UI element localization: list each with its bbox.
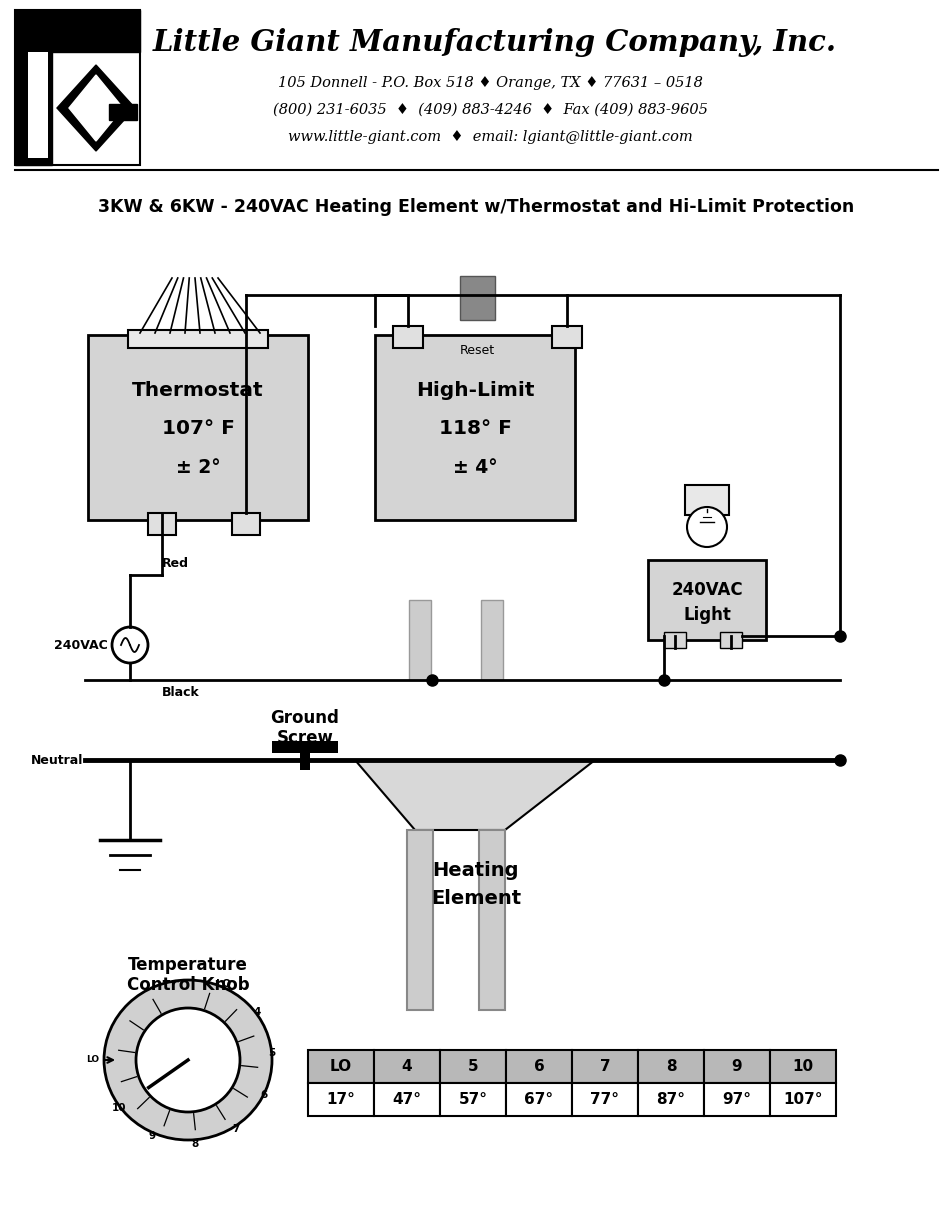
Text: 4: 4 — [253, 1007, 260, 1017]
Bar — [148, 513, 176, 535]
Bar — [571, 1050, 637, 1083]
Text: 6: 6 — [533, 1058, 544, 1074]
Text: 47°: 47° — [392, 1091, 421, 1107]
Polygon shape — [355, 760, 594, 831]
Text: LO: LO — [329, 1058, 351, 1074]
Text: Red: Red — [162, 556, 188, 570]
Text: ± 4°: ± 4° — [452, 457, 497, 477]
Text: 17°: 17° — [327, 1091, 355, 1107]
Bar — [769, 1050, 835, 1083]
Text: Thermostat: Thermostat — [132, 381, 264, 399]
Text: 7: 7 — [232, 1123, 240, 1134]
Bar — [28, 51, 48, 158]
Text: Reset: Reset — [459, 343, 494, 356]
Bar — [720, 632, 742, 648]
Text: 57°: 57° — [458, 1091, 487, 1107]
Bar — [231, 513, 260, 535]
Bar — [88, 334, 307, 519]
Text: Screw: Screw — [276, 729, 333, 747]
Text: 240VAC: 240VAC — [54, 638, 108, 652]
Text: Neutral: Neutral — [30, 753, 83, 767]
Text: Black: Black — [162, 686, 200, 698]
Bar — [637, 1083, 704, 1116]
Text: 118° F: 118° F — [438, 419, 511, 437]
Text: 6: 6 — [260, 1090, 268, 1100]
Text: 105 Donnell - P.O. Box 518 ♦ Orange, TX ♦ 77631 – 0518: 105 Donnell - P.O. Box 518 ♦ Orange, TX … — [277, 76, 702, 89]
Text: 107°: 107° — [783, 1091, 822, 1107]
Bar — [307, 1083, 373, 1116]
Text: 4: 4 — [401, 1058, 412, 1074]
Bar — [481, 600, 503, 680]
Bar — [307, 1050, 373, 1083]
Polygon shape — [15, 10, 140, 165]
Polygon shape — [57, 65, 135, 151]
Text: 8: 8 — [191, 1139, 199, 1149]
Bar — [407, 831, 432, 1009]
Text: 7: 7 — [599, 1058, 609, 1074]
Text: 10: 10 — [111, 1104, 127, 1114]
Bar — [408, 600, 430, 680]
Bar — [392, 326, 423, 348]
Text: 10: 10 — [792, 1058, 813, 1074]
Bar — [506, 1050, 571, 1083]
Text: 77°: 77° — [590, 1091, 619, 1107]
Bar — [647, 560, 765, 639]
Polygon shape — [69, 75, 123, 141]
Bar — [373, 1083, 440, 1116]
Bar — [440, 1050, 506, 1083]
Text: High-Limit: High-Limit — [415, 381, 534, 399]
Text: 97°: 97° — [722, 1091, 751, 1107]
Bar — [637, 1050, 704, 1083]
Bar — [769, 1083, 835, 1116]
Text: 107° F: 107° F — [162, 419, 234, 437]
Bar — [571, 1083, 637, 1116]
Text: Ground: Ground — [270, 709, 339, 726]
Bar — [300, 746, 309, 771]
Text: 67°: 67° — [524, 1091, 553, 1107]
Bar — [704, 1050, 769, 1083]
Bar — [271, 741, 338, 753]
Text: 5: 5 — [268, 1047, 275, 1057]
Text: 3KW & 6KW - 240VAC Heating Element w/Thermostat and Hi-Limit Protection: 3KW & 6KW - 240VAC Heating Element w/The… — [98, 198, 853, 216]
Bar — [664, 632, 685, 648]
Text: 240VAC: 240VAC — [670, 581, 742, 599]
Text: Control Knob: Control Knob — [127, 976, 249, 993]
Text: Little Giant Manufacturing Company, Inc.: Little Giant Manufacturing Company, Inc. — [153, 27, 836, 56]
Text: ± 2°: ± 2° — [175, 457, 220, 477]
Bar — [15, 10, 140, 165]
Circle shape — [686, 507, 726, 548]
Text: Light: Light — [683, 606, 730, 624]
Text: Element: Element — [430, 888, 521, 908]
Text: 9: 9 — [149, 1131, 156, 1142]
Text: 8: 8 — [665, 1058, 676, 1074]
Text: 87°: 87° — [656, 1091, 684, 1107]
Bar — [109, 104, 137, 120]
Bar — [440, 1083, 506, 1116]
Text: LO: LO — [216, 979, 230, 989]
Bar — [460, 276, 494, 320]
Bar — [684, 485, 728, 514]
Bar — [704, 1083, 769, 1116]
Text: Heating: Heating — [432, 860, 519, 880]
Text: 9: 9 — [731, 1058, 742, 1074]
Text: 5: 5 — [467, 1058, 478, 1074]
Ellipse shape — [104, 980, 271, 1140]
Circle shape — [112, 627, 148, 663]
Circle shape — [136, 1008, 240, 1112]
Bar — [506, 1083, 571, 1116]
Text: www.little-giant.com  ♦  email: lgiant@little-giant.com: www.little-giant.com ♦ email: lgiant@lit… — [288, 130, 692, 145]
Bar — [479, 831, 505, 1009]
Text: (800) 231-6035  ♦  (409) 883-4246  ♦  Fax (409) 883-9605: (800) 231-6035 ♦ (409) 883-4246 ♦ Fax (4… — [272, 103, 706, 118]
Bar — [373, 1050, 440, 1083]
Text: Temperature: Temperature — [128, 956, 248, 974]
Bar — [374, 334, 574, 519]
Bar — [551, 326, 582, 348]
Bar — [128, 330, 268, 348]
Text: LO: LO — [86, 1056, 99, 1065]
